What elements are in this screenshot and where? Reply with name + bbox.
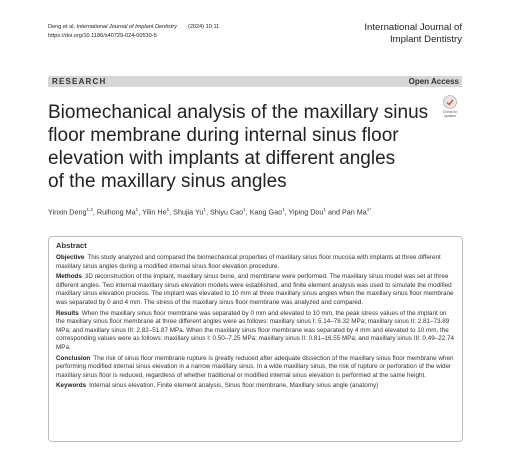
abstract-sections: Objective This study analyzed and compare… xyxy=(56,254,456,391)
section-label: Keywords xyxy=(56,382,87,390)
section-text: When the maxillary sinus floor membrane … xyxy=(56,309,454,351)
section-text: The risk of sinus floor membrane rupture… xyxy=(56,354,454,379)
author-name: Pan Ma xyxy=(341,207,367,217)
title-line: Biomechanical analysis of the maxillary … xyxy=(48,102,429,123)
citation: Deng et al. International Journal of Imp… xyxy=(48,23,219,31)
authors: Yinxin Deng1,2, Ruihong Ma1, Yilin He1, … xyxy=(48,207,462,216)
author-affiliation: 1,2 xyxy=(86,207,93,212)
author-affiliation: 1 xyxy=(166,207,170,212)
section-text: This study analyzed and compared the bio… xyxy=(56,254,441,270)
section-label: Methods xyxy=(56,273,82,281)
doi[interactable]: https://doi.org/10.1186/s40729-024-00530… xyxy=(48,33,157,39)
author-name: Yiping Dou xyxy=(288,207,324,217)
title-line: elevation with implants at different ang… xyxy=(48,148,396,169)
title-line: of the maxillary sinus angles xyxy=(48,171,287,192)
author-separator: , xyxy=(138,207,143,217)
abstract-section: Keywords Internal sinus elevation, Finite… xyxy=(56,382,456,391)
author-name: Shujia Yu xyxy=(173,207,204,217)
citation-journal: International Journal of Implant Dentist… xyxy=(76,24,178,30)
abstract-section: Methods 3D reconstruction of the implant,… xyxy=(56,273,456,307)
check-updates-badge[interactable]: Check for updates xyxy=(438,95,462,118)
abstract-heading: Abstract xyxy=(56,241,87,250)
author-name: Shiyu Cao xyxy=(209,207,244,217)
author-separator: , xyxy=(205,207,210,217)
author-affiliation: 1* xyxy=(366,207,372,212)
author-name: Kang Gao xyxy=(249,207,283,217)
section-label: Objective xyxy=(56,254,85,261)
author-name: Yinxin Deng xyxy=(48,207,87,217)
author-affiliation: 1 xyxy=(203,207,206,212)
citation-authors: Deng et al. xyxy=(48,24,76,30)
author-affiliation: 1 xyxy=(282,207,285,212)
open-access: Open Access xyxy=(408,77,459,86)
author-separator: , xyxy=(169,207,174,217)
author-affiliation: 1 xyxy=(323,207,326,212)
badge-text: Check for xyxy=(442,110,458,114)
article-type: RESEARCH xyxy=(52,77,107,86)
section-text: Internal sinus elevation, Finite element… xyxy=(89,382,379,390)
badge-text: updates xyxy=(443,114,457,118)
author-affiliation: 1 xyxy=(243,207,246,212)
title-line: floor membrane during internal sinus flo… xyxy=(48,125,399,146)
badge-icon xyxy=(443,95,457,109)
author-name: Yilin He xyxy=(142,207,167,217)
section-text: 3D reconstruction of the implant, maxill… xyxy=(56,273,454,306)
author-name: Ruihong Ma xyxy=(96,207,136,217)
author-affiliation: 1 xyxy=(135,207,139,212)
abstract-box: Abstract Objective This study analyzed an… xyxy=(48,236,463,442)
author-separator: , xyxy=(284,207,289,217)
citation-year: (2024) 10:11 xyxy=(187,24,220,30)
abstract-section: Conclusion The risk of sinus floor membra… xyxy=(56,355,456,381)
title: Biomechanical analysis of the maxillary … xyxy=(48,101,438,193)
section-label: Conclusion xyxy=(56,354,91,362)
author-separator: , xyxy=(245,207,250,217)
journal-name: International Journal of xyxy=(364,22,462,33)
author-separator: and xyxy=(325,207,342,217)
journal-name: Implant Dentistry xyxy=(390,34,462,45)
abstract-section: Results When the maxillary sinus floor me… xyxy=(56,310,456,353)
article-type-bar: RESEARCH Open Access xyxy=(48,76,462,87)
section-label: Results xyxy=(56,309,79,317)
abstract-section: Objective This study analyzed and compare… xyxy=(56,254,456,271)
author-separator: , xyxy=(92,207,97,217)
